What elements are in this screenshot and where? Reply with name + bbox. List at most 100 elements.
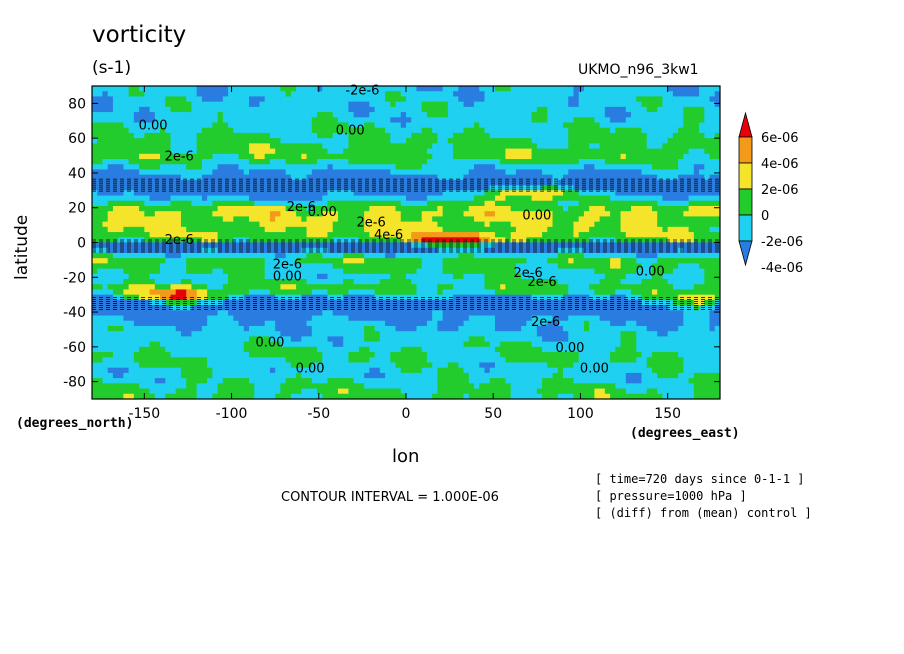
field-cell: [484, 86, 491, 92]
field-cell: [296, 96, 302, 103]
field-cell: [583, 289, 590, 296]
field-cell: [651, 216, 658, 223]
field-cell: [620, 252, 627, 259]
field-cell: [568, 138, 574, 144]
field-cell: [358, 185, 365, 191]
field-cell: [191, 263, 198, 269]
field-cell: [112, 258, 119, 264]
field-cell: [474, 185, 480, 191]
field-cell: [631, 153, 637, 160]
field-cell: [709, 101, 716, 108]
field-cell: [662, 132, 669, 139]
field-cell: [259, 195, 266, 202]
field-cell: [641, 179, 648, 186]
field-cell: [557, 258, 564, 264]
field-cell: [474, 211, 480, 217]
field-cell: [212, 91, 218, 97]
field-cell: [243, 148, 250, 155]
field-cell: [526, 252, 532, 259]
field-cell: [191, 112, 198, 118]
field-cell: [704, 122, 710, 129]
field-cell: [186, 127, 192, 134]
field-cell: [207, 174, 213, 181]
field-cell: [133, 226, 140, 233]
field-cell: [180, 159, 187, 165]
field-cell: [406, 127, 412, 134]
field-cell: [432, 289, 438, 296]
field-cell: [657, 174, 663, 181]
field-cell: [447, 200, 454, 207]
field-cell: [400, 143, 407, 149]
field-cell: [568, 132, 574, 139]
field-cell: [693, 205, 700, 212]
field-cell: [233, 179, 239, 186]
field-cell: [275, 190, 281, 196]
field-cell: [400, 185, 407, 191]
field-cell: [107, 200, 114, 207]
field-cell: [343, 179, 349, 186]
field-cell: [641, 148, 648, 155]
field-cell: [269, 179, 276, 186]
field-cell: [510, 211, 517, 217]
field-cell: [552, 122, 559, 129]
field-cell: [536, 200, 543, 207]
field-cell: [515, 101, 522, 108]
field-cell: [568, 273, 574, 280]
field-cell: [348, 106, 355, 113]
field-cell: [180, 91, 187, 97]
field-cell: [672, 289, 679, 296]
field-cell: [563, 127, 569, 134]
field-cell: [552, 247, 559, 254]
field-cell: [390, 268, 396, 275]
field-cell: [358, 252, 365, 259]
field-cell: [411, 247, 417, 254]
field-cell: [542, 226, 548, 233]
field-cell: [343, 289, 349, 296]
field-cell: [212, 169, 218, 176]
field-cell: [144, 153, 150, 160]
field-cell: [631, 117, 637, 123]
field-cell: [683, 164, 689, 170]
field-cell: [416, 263, 423, 269]
field-cell: [479, 143, 485, 149]
field-cell: [578, 195, 585, 202]
field-cell: [390, 221, 396, 228]
field-cell: [369, 91, 375, 97]
field-cell: [421, 242, 428, 249]
field-cell: [290, 279, 297, 285]
field-cell: [118, 232, 124, 238]
field-cell: [704, 117, 710, 123]
field-cell: [714, 132, 721, 139]
field-cell: [385, 279, 391, 285]
field-cell: [531, 127, 538, 134]
field-cell: [678, 205, 684, 212]
field-cell: [233, 117, 239, 123]
field-cell: [160, 211, 166, 217]
field-cell: [322, 258, 328, 264]
field-cell: [144, 273, 150, 280]
field-cell: [332, 289, 339, 296]
field-cell: [154, 185, 161, 191]
field-cell: [437, 101, 444, 108]
field-cell: [526, 205, 532, 212]
field-cell: [180, 247, 187, 254]
field-cell: [646, 127, 653, 134]
field-cell: [269, 91, 276, 97]
field-cell: [620, 232, 627, 238]
field-cell: [186, 200, 192, 207]
field-cell: [175, 164, 182, 170]
field-cell: [395, 117, 402, 123]
field-cell: [222, 232, 229, 238]
field-cell: [557, 190, 564, 196]
field-cell: [139, 159, 145, 165]
field-cell: [112, 117, 119, 123]
field-cell: [196, 132, 203, 139]
field-cell: [594, 226, 601, 233]
field-cell: [275, 169, 281, 176]
field-cell: [97, 268, 103, 275]
field-cell: [332, 86, 339, 92]
field-cell: [646, 294, 653, 301]
field-cell: [416, 221, 423, 228]
field-cell: [646, 132, 653, 139]
field-cell: [92, 106, 98, 113]
